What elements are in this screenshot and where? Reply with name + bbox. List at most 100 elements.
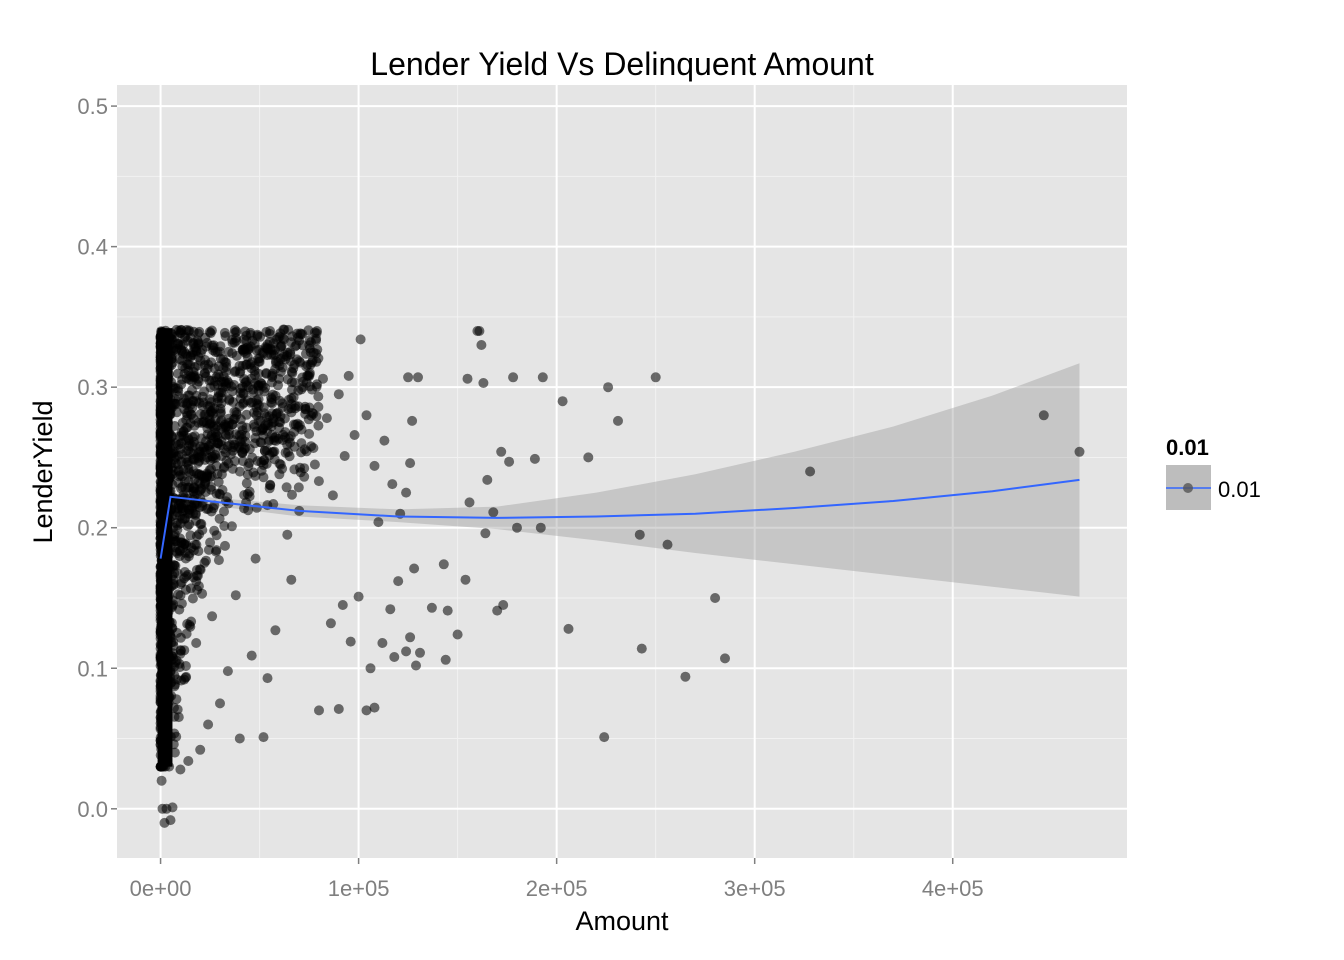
legend: 0.01 0.01 — [1166, 435, 1261, 510]
data-point — [271, 408, 282, 419]
data-point — [1074, 446, 1085, 457]
data-point — [213, 555, 224, 566]
data-point — [230, 590, 241, 601]
data-point — [401, 487, 412, 498]
y-tick-label: 0.4 — [77, 235, 108, 260]
data-point — [261, 327, 272, 337]
data-point — [369, 460, 380, 471]
data-point — [195, 744, 206, 755]
data-point — [401, 646, 412, 657]
data-point — [293, 482, 304, 493]
data-point — [222, 666, 233, 677]
data-point — [361, 410, 372, 421]
data-point — [250, 553, 261, 564]
data-point — [214, 513, 225, 524]
x-tick-label: 4e+05 — [922, 876, 984, 901]
data-point — [219, 506, 229, 517]
data-point — [306, 337, 316, 348]
data-point — [262, 673, 273, 684]
data-point — [300, 401, 311, 412]
data-point — [313, 476, 324, 487]
x-axis: 0e+00 1e+05 2e+05 3e+05 4e+05 — [130, 858, 984, 901]
data-point — [301, 348, 311, 359]
legend-key-point — [1183, 483, 1193, 493]
data-point — [187, 503, 198, 513]
data-point — [183, 756, 194, 766]
data-point — [405, 458, 416, 469]
data-point — [237, 446, 248, 457]
y-tick-label: 0.2 — [77, 516, 108, 541]
data-point — [254, 356, 265, 367]
data-point — [181, 325, 192, 335]
data-point — [240, 377, 251, 388]
y-axis: 0.0 0.1 0.2 0.3 0.4 0.5 — [77, 94, 117, 822]
data-point — [270, 356, 281, 367]
data-point — [175, 764, 186, 775]
data-point — [246, 650, 257, 661]
data-point — [248, 419, 259, 430]
data-point — [188, 338, 198, 349]
data-point — [180, 661, 191, 671]
data-point — [512, 522, 522, 533]
data-point — [603, 382, 614, 393]
data-point — [295, 462, 305, 473]
data-point — [220, 540, 230, 551]
data-point — [234, 733, 245, 744]
legend-title: 0.01 — [1166, 435, 1209, 460]
data-point — [253, 368, 264, 379]
data-point — [185, 621, 196, 632]
data-point — [282, 374, 293, 385]
data-point — [237, 360, 248, 371]
data-point — [411, 660, 421, 671]
y-axis-title: LenderYield — [28, 400, 58, 543]
data-point — [266, 421, 277, 432]
data-point — [259, 455, 270, 466]
chart-title: Lender Yield Vs Delinquent Amount — [370, 46, 874, 82]
dense-point-column — [157, 328, 173, 767]
data-point — [318, 373, 328, 384]
data-point — [187, 593, 198, 604]
data-point — [258, 430, 269, 441]
data-point — [215, 403, 226, 414]
data-point — [474, 326, 485, 336]
x-tick-label: 3e+05 — [724, 876, 786, 901]
data-point — [176, 449, 187, 460]
data-point — [349, 430, 360, 440]
data-point — [217, 387, 228, 398]
data-point — [563, 623, 574, 634]
data-point — [221, 455, 232, 466]
data-point — [194, 397, 205, 408]
data-point — [274, 373, 284, 384]
data-point — [176, 483, 186, 494]
data-point — [1038, 410, 1049, 421]
data-point — [203, 401, 213, 411]
data-point — [189, 420, 200, 431]
data-point — [290, 341, 301, 352]
data-point — [583, 452, 594, 463]
data-point — [557, 396, 568, 407]
y-tick-label: 0.0 — [77, 797, 108, 822]
data-point — [195, 409, 206, 420]
data-point — [361, 705, 372, 716]
data-point — [191, 570, 202, 581]
data-point — [281, 482, 292, 493]
data-point — [265, 479, 276, 490]
data-point — [305, 381, 315, 392]
data-point — [215, 698, 225, 709]
data-point — [337, 600, 348, 610]
data-point — [313, 401, 324, 412]
data-point — [241, 422, 252, 433]
data-point — [244, 444, 255, 454]
data-point — [720, 653, 730, 664]
data-point — [261, 368, 272, 379]
data-point — [184, 374, 195, 385]
data-point — [476, 340, 487, 350]
data-point — [270, 625, 281, 636]
data-point — [207, 611, 218, 622]
data-point — [205, 537, 216, 548]
data-point — [227, 348, 238, 359]
data-point — [300, 409, 311, 419]
data-point — [179, 573, 190, 584]
data-point — [353, 591, 364, 602]
data-point — [196, 433, 207, 444]
